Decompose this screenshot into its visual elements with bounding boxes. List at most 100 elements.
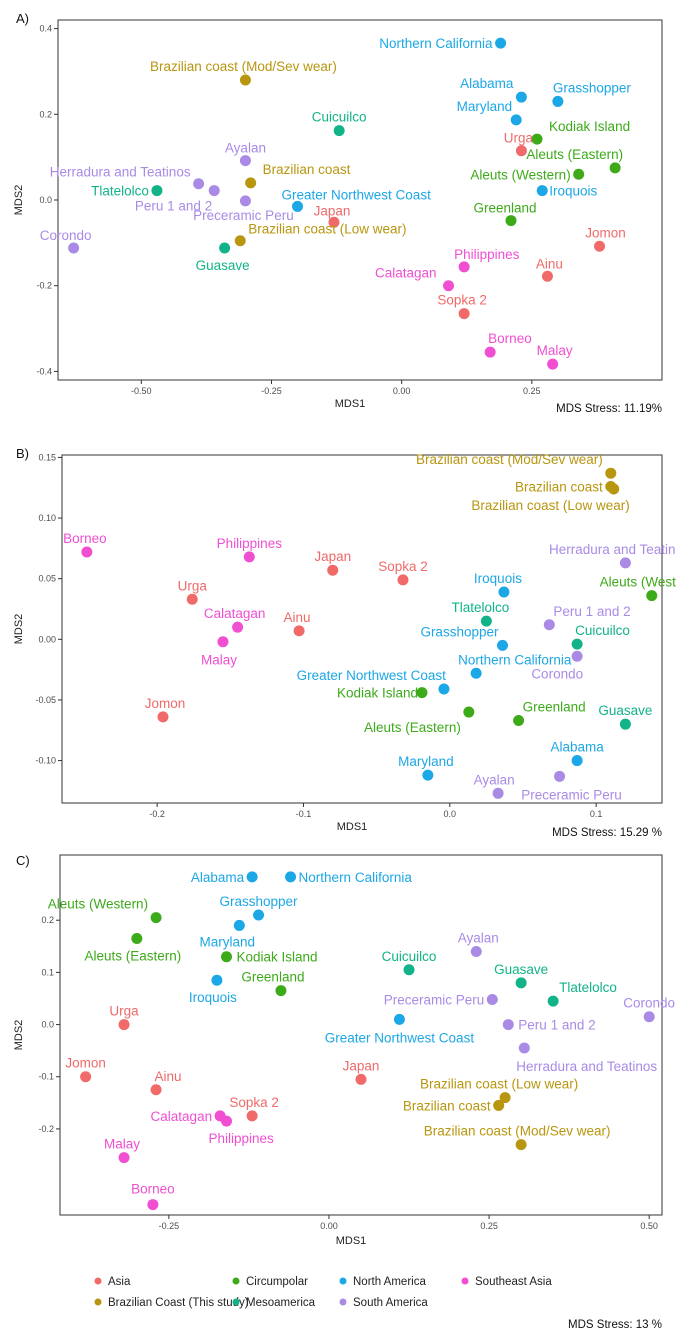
point-label: Ayalan: [458, 931, 499, 946]
data-point: [147, 1199, 159, 1211]
data-point: [463, 706, 475, 718]
point-label: Iroquois: [474, 571, 522, 586]
point-label: Japan: [314, 549, 351, 564]
point-label: Preceramic Peru: [384, 993, 485, 1008]
legend-label: Mesoamerica: [246, 1297, 316, 1309]
data-point: [484, 346, 496, 358]
data-point: [293, 625, 305, 637]
y-tick-label: 0.2: [39, 109, 52, 119]
point-label: Greenland: [523, 700, 586, 715]
point-label: Malay: [201, 653, 237, 668]
point-label: Calatagan: [204, 606, 266, 621]
x-tick-label: -0.1: [296, 809, 312, 819]
data-point: [157, 711, 169, 723]
point-label: Aleuts (Eastern): [526, 147, 623, 162]
point-label: Brazilian coast (Low wear): [471, 498, 629, 513]
y-axis-title: MDS2: [13, 185, 25, 216]
data-point: [81, 546, 93, 558]
mds-stress-label: MDS Stress: 13 %: [568, 1319, 662, 1331]
data-point: [541, 270, 553, 282]
x-tick-label: 0.00: [320, 1221, 338, 1231]
point-label: Corondo: [40, 228, 92, 243]
y-tick-label: -0.10: [35, 756, 56, 766]
point-label: Ayalan: [474, 772, 515, 787]
point-label: Borneo: [131, 1182, 175, 1197]
x-tick-label: -0.50: [131, 386, 152, 396]
point-label: Maryland: [457, 99, 513, 114]
data-point: [221, 1115, 233, 1127]
point-label: Aleuts (Eastern): [84, 948, 181, 963]
point-label: Aleuts (Western): [600, 575, 676, 590]
data-point: [643, 1011, 655, 1023]
point-label: Cuicuilco: [575, 623, 630, 638]
point-label: Peru 1 and 2: [553, 604, 630, 619]
y-tick-label: 0.15: [38, 452, 56, 462]
data-point: [458, 261, 470, 273]
point-label: Philippines: [454, 247, 520, 262]
mds-stress-label: MDS Stress: 15.29 %: [552, 827, 662, 839]
point-label: Peru 1 and 2: [135, 199, 212, 214]
data-point: [118, 1152, 130, 1164]
y-tick-label: 0.4: [39, 24, 52, 34]
data-point: [416, 687, 428, 699]
point-label: Urga: [109, 1004, 139, 1019]
data-point: [186, 593, 198, 605]
point-label: Jomon: [145, 696, 186, 711]
point-label: Brazilian coast (Low wear): [420, 1077, 578, 1092]
point-label: Japan: [314, 203, 351, 218]
data-point: [554, 770, 566, 782]
panel-3: C) -0.25 0.00 0.25 0.50 -0.2 -0.1 0.0 0.1 0.2 MDS1…: [13, 853, 675, 1331]
data-point: [131, 932, 143, 944]
mds-stress-label: MDS Stress: 11.19%: [556, 403, 662, 415]
x-axis-title: MDS1: [336, 1235, 367, 1247]
point-label: Malay: [537, 343, 573, 358]
legend-swatch: [232, 1298, 240, 1306]
point-label: Ainu: [155, 1069, 182, 1084]
x-axis-title: MDS1: [337, 821, 368, 833]
data-point: [480, 615, 492, 627]
data-point: [393, 1013, 405, 1025]
point-label: Kodiak Island: [337, 686, 418, 701]
point-label: Sopka 2: [229, 1095, 279, 1110]
data-point: [151, 185, 163, 197]
legend-label: Southeast Asia: [475, 1276, 552, 1288]
y-tick-label: 0.0: [41, 1020, 54, 1030]
data-point: [80, 1071, 92, 1083]
y-tick-label: -0.2: [38, 1124, 54, 1134]
data-point: [239, 74, 251, 86]
data-point: [605, 467, 617, 479]
data-point: [543, 619, 555, 631]
data-point: [253, 909, 265, 921]
x-tick-label: -0.25: [159, 1221, 180, 1231]
y-tick-label: 0.10: [38, 513, 56, 523]
point-label: Greenland: [473, 201, 536, 216]
point-label: Japan: [343, 1058, 380, 1073]
legend-label: Asia: [108, 1276, 131, 1288]
data-point: [328, 216, 340, 228]
plot-panel-border: [59, 854, 663, 1216]
point-label: Iroquois: [189, 990, 237, 1005]
point-label: Cuicuilco: [382, 949, 437, 964]
data-point: [609, 162, 621, 174]
point-label: Calatagan: [375, 266, 437, 281]
data-point: [573, 168, 585, 180]
y-tick-label: 0.00: [38, 634, 56, 644]
data-point: [571, 755, 583, 767]
point-label: Philippines: [209, 1131, 275, 1146]
point-label: Brazilian coast (Low wear): [248, 222, 406, 237]
data-point: [515, 977, 527, 989]
point-label: Jomon: [65, 1056, 106, 1071]
point-label: Northern California: [379, 36, 493, 51]
data-point: [547, 995, 559, 1007]
legend-swatch: [339, 1298, 347, 1306]
data-point: [68, 242, 80, 254]
legend-label: South America: [353, 1297, 428, 1309]
point-label: Alabama: [550, 740, 604, 755]
point-label: Alabama: [460, 76, 514, 91]
data-point: [515, 1139, 527, 1151]
point-label: Maryland: [398, 754, 454, 769]
data-point: [234, 235, 246, 247]
point-label: Grasshopper: [420, 624, 499, 639]
data-point: [438, 683, 450, 695]
